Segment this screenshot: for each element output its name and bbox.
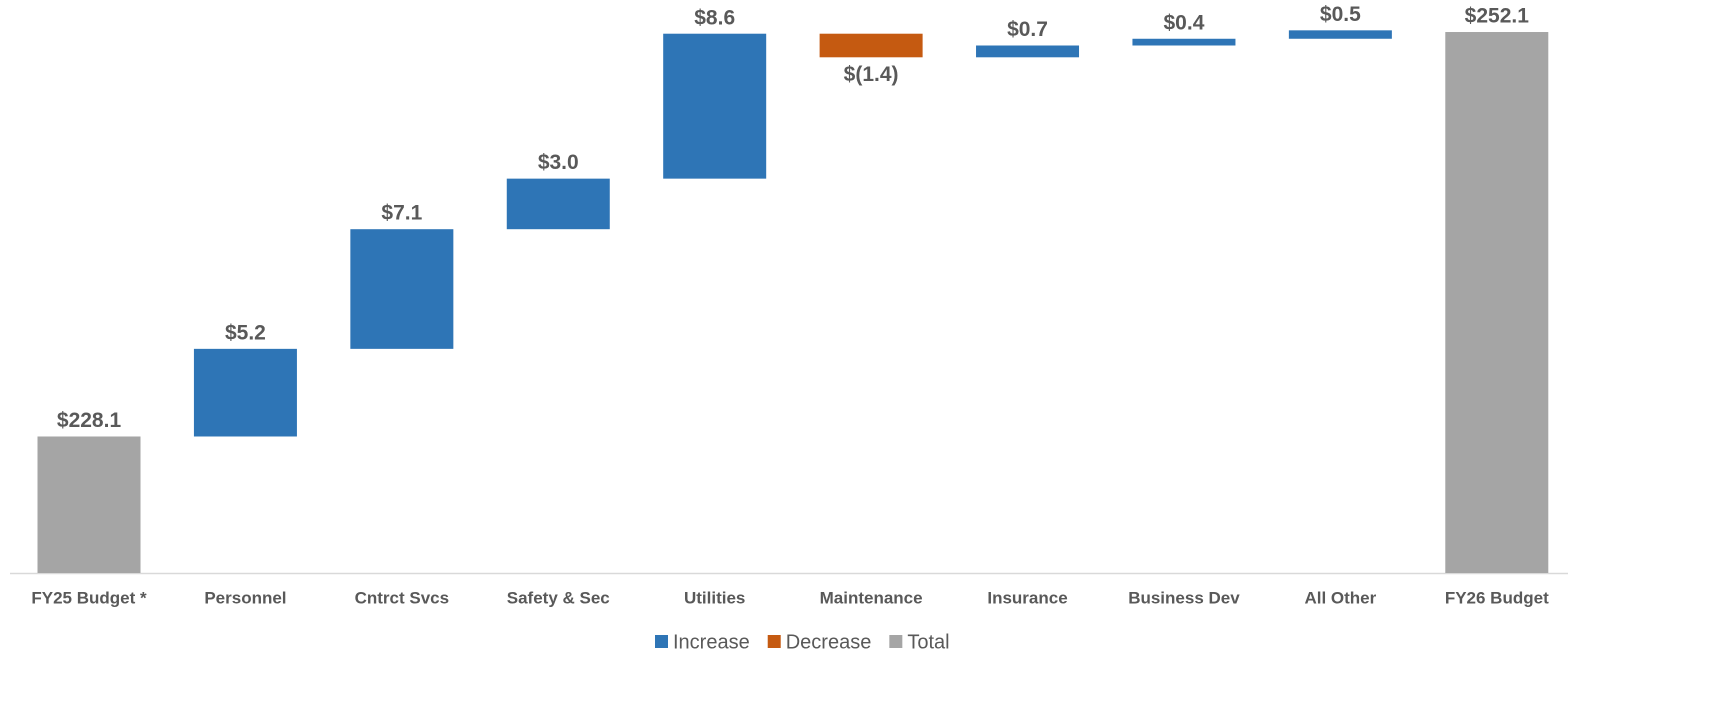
value-label: $252.1	[1465, 5, 1530, 28]
value-label: $0.4	[1164, 11, 1205, 34]
value-label: $(1.4)	[844, 63, 899, 86]
x-tick-label: Cntrct Svcs	[355, 588, 449, 607]
bar	[819, 33, 923, 58]
bar	[506, 178, 610, 230]
x-tick-label: FY25 Budget *	[31, 588, 147, 607]
legend-label: Total	[907, 631, 949, 653]
value-label: $228.1	[57, 409, 122, 432]
x-tick-label: Personnel	[204, 588, 286, 607]
value-label: $3.0	[538, 151, 579, 174]
value-label: $7.1	[381, 202, 422, 225]
x-tick-label: Safety & Sec	[507, 588, 610, 607]
legend-swatch	[655, 635, 668, 648]
bar	[350, 229, 454, 349]
bar	[37, 436, 141, 573]
bar	[976, 45, 1080, 58]
legend-label: Decrease	[786, 631, 872, 653]
value-label: $8.6	[694, 6, 735, 29]
legend-swatch	[889, 635, 903, 648]
value-label: $0.7	[1007, 18, 1048, 41]
bar	[1445, 32, 1549, 574]
bar	[663, 33, 767, 179]
x-tick-label: All Other	[1304, 588, 1376, 607]
x-tick-label: Utilities	[684, 588, 745, 607]
legend-label: Increase	[673, 631, 750, 653]
x-tick-label: Insurance	[987, 588, 1067, 607]
value-label: $5.2	[225, 321, 266, 344]
bar	[1288, 30, 1392, 39]
legend-swatch	[767, 635, 781, 648]
bar	[1132, 38, 1236, 46]
value-label: $0.5	[1320, 3, 1361, 26]
bar	[193, 348, 297, 437]
x-tick-label: Maintenance	[820, 588, 923, 607]
x-tick-label: FY26 Budget	[1445, 588, 1549, 607]
x-tick-label: Business Dev	[1128, 588, 1240, 607]
